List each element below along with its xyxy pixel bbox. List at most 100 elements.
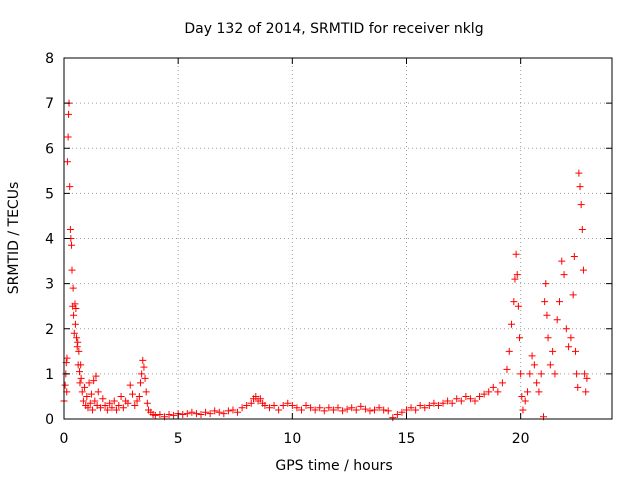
- data-point: [170, 411, 178, 419]
- data-point: [575, 169, 583, 177]
- data-point: [238, 404, 246, 412]
- data-point: [567, 334, 575, 342]
- data-point: [110, 397, 118, 405]
- data-point: [398, 408, 406, 416]
- data-point: [79, 397, 87, 405]
- data-point: [136, 379, 144, 387]
- data-point: [101, 401, 109, 409]
- data-point: [578, 225, 586, 233]
- data-point: [77, 361, 85, 369]
- data-point: [577, 201, 585, 209]
- data-points: [60, 99, 591, 422]
- data-point: [192, 410, 200, 418]
- data-point: [576, 183, 584, 191]
- x-axis-label: GPS time / hours: [275, 458, 392, 474]
- data-point: [444, 397, 452, 405]
- data-point: [71, 320, 79, 328]
- data-point: [138, 370, 146, 378]
- data-point: [229, 406, 237, 414]
- data-point: [485, 388, 493, 396]
- data-point: [544, 334, 552, 342]
- y-tick-label: 2: [45, 322, 54, 338]
- data-point: [151, 411, 159, 419]
- data-point: [133, 397, 141, 405]
- data-point: [115, 401, 123, 409]
- data-point: [139, 356, 147, 364]
- data-point: [569, 291, 577, 299]
- data-point: [510, 298, 518, 306]
- data-point: [234, 408, 242, 416]
- data-point: [528, 352, 536, 360]
- data-point: [555, 298, 563, 306]
- axis-ticks: [63, 57, 612, 420]
- data-point: [348, 404, 356, 412]
- data-point: [117, 392, 125, 400]
- data-point: [78, 388, 86, 396]
- data-point: [97, 404, 105, 412]
- data-point: [541, 298, 549, 306]
- data-point: [87, 390, 95, 398]
- data-point: [243, 401, 251, 409]
- data-point: [334, 404, 342, 412]
- data-point: [81, 383, 89, 391]
- data-point: [99, 395, 107, 403]
- x-tick-label: 15: [398, 431, 416, 447]
- data-point: [61, 381, 69, 389]
- data-point: [352, 406, 360, 414]
- data-point: [297, 406, 305, 414]
- data-point: [553, 316, 561, 324]
- data-point: [570, 253, 578, 261]
- data-point: [75, 347, 83, 355]
- data-point: [247, 399, 255, 407]
- data-point: [546, 361, 554, 369]
- data-point: [565, 343, 573, 351]
- data-point: [384, 407, 392, 415]
- data-point: [284, 399, 292, 407]
- y-tick-label: 1: [45, 367, 54, 383]
- data-point: [480, 390, 488, 398]
- data-point: [320, 407, 328, 415]
- data-point: [71, 300, 79, 308]
- data-point: [211, 407, 219, 415]
- data-point: [582, 388, 590, 396]
- data-point: [581, 370, 589, 378]
- data-point: [511, 275, 519, 283]
- data-point: [407, 404, 415, 412]
- data-point: [434, 401, 442, 409]
- data-point: [142, 388, 150, 396]
- data-point: [562, 325, 570, 333]
- data-point: [489, 383, 497, 391]
- data-point: [526, 370, 534, 378]
- y-tick-label: 7: [45, 96, 54, 112]
- data-point: [106, 399, 114, 407]
- data-point: [579, 266, 587, 274]
- data-point: [476, 392, 484, 400]
- x-tick-label: 0: [60, 431, 69, 447]
- chart-title: Day 132 of 2014, SRMTID for receiver nkl…: [184, 21, 483, 37]
- data-point: [494, 388, 502, 396]
- data-point: [197, 410, 205, 418]
- data-point: [361, 405, 369, 413]
- data-point: [530, 361, 538, 369]
- data-point: [183, 410, 191, 418]
- data-point: [70, 329, 78, 337]
- data-point: [76, 379, 84, 387]
- data-point: [206, 410, 214, 418]
- data-point: [135, 392, 143, 400]
- data-point: [275, 406, 283, 414]
- data-point: [513, 271, 521, 279]
- data-point: [70, 311, 78, 319]
- data-point: [91, 397, 99, 405]
- data-point: [266, 404, 273, 412]
- y-tick-label: 0: [45, 412, 54, 428]
- data-point: [84, 404, 92, 412]
- tick-labels: 0 1 2 3 4 5 6 7 8 0 5 10 15 20: [45, 51, 530, 447]
- data-point: [108, 404, 116, 412]
- data-point: [512, 250, 520, 258]
- x-tick-label: 20: [512, 431, 530, 447]
- data-point: [543, 311, 551, 319]
- y-tick-label: 6: [45, 141, 54, 157]
- data-point: [302, 401, 310, 409]
- data-point: [86, 399, 94, 407]
- data-point: [279, 401, 287, 409]
